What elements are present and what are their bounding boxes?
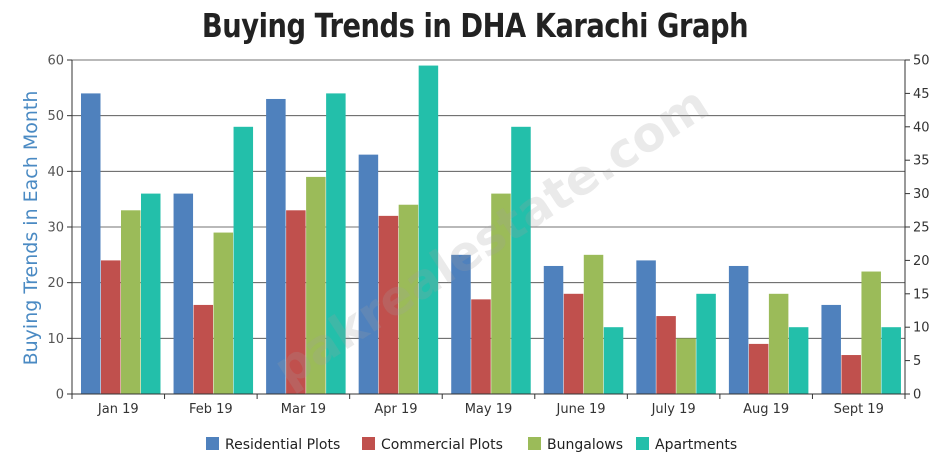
bar: [788, 327, 809, 394]
y2-tick-label: 35: [913, 154, 930, 169]
y-axis-label: Buying Trends in Each Month: [20, 91, 42, 366]
bar: [193, 304, 214, 394]
x-tick-label: Aug 19: [743, 402, 789, 417]
x-axis-ticks: Jan 19 Feb 19 Mar 19 Apr 19 May 19 June 19 Jul…: [71, 394, 906, 417]
bar: [141, 193, 161, 394]
legend-swatch: [636, 437, 649, 450]
bar: [173, 193, 194, 394]
y2-tick-label: 15: [913, 287, 930, 302]
bar: [233, 126, 254, 395]
legend-item[interactable]: Commercial Plots: [362, 437, 503, 453]
bar: [676, 338, 696, 394]
y-tick-label: 50: [47, 109, 64, 124]
bar: [471, 299, 491, 394]
bar: [101, 260, 121, 394]
y2-tick-label: 30: [913, 187, 930, 202]
y-tick-label: 30: [47, 221, 64, 236]
x-tick-label: May 19: [465, 402, 513, 417]
y-tick-label: 10: [47, 332, 64, 347]
x-tick-label: Sept 19: [834, 402, 884, 417]
y2-tick-label: 20: [913, 254, 930, 269]
bars: [81, 65, 901, 395]
bar: [821, 304, 841, 394]
y2-tick-label: 5: [913, 354, 921, 369]
x-tick-label: Mar 19: [281, 402, 326, 417]
y2-tick-label: 10: [913, 321, 930, 336]
bar: [81, 93, 101, 395]
y-axis-right-ticks: 0 5 10 15 20 25 30 35 40 45 50: [905, 54, 930, 403]
x-tick-label: June 19: [556, 402, 606, 417]
chart-title: Buying Trends in DHA Karachi Graph: [201, 6, 749, 45]
legend-label: Bungalows: [547, 437, 623, 453]
legend-label: Residential Plots: [225, 437, 340, 453]
bar: [213, 232, 234, 394]
y-tick-label: 60: [47, 54, 64, 69]
legend-item[interactable]: Apartments: [636, 437, 737, 453]
bar: [768, 293, 789, 394]
bar: [286, 210, 306, 394]
bar: [748, 343, 769, 394]
bar: [583, 254, 604, 394]
legend-label: Apartments: [655, 437, 737, 453]
y-tick-label: 40: [47, 165, 64, 180]
bar: [491, 193, 511, 394]
bar: [358, 154, 379, 394]
x-tick-label: Feb 19: [189, 402, 233, 417]
bar: [841, 355, 861, 394]
legend-swatch: [528, 437, 541, 450]
bar: [511, 126, 531, 395]
bar: [656, 316, 676, 394]
x-tick-label: Jan 19: [97, 402, 139, 417]
bar: [451, 254, 471, 394]
legend-swatch: [362, 437, 375, 450]
legend-item[interactable]: Residential Plots: [206, 437, 340, 453]
y2-tick-label: 45: [913, 87, 930, 102]
bar: [728, 265, 749, 394]
bar: [881, 327, 901, 394]
y2-tick-label: 40: [913, 120, 930, 135]
y-axis-left-ticks: 0 10 20 30 40 50 60: [47, 54, 72, 403]
y2-tick-label: 50: [913, 54, 930, 69]
bar: [306, 176, 326, 394]
bar: [563, 293, 584, 394]
legend-item[interactable]: Bungalows: [528, 437, 623, 453]
y2-tick-label: 0: [913, 388, 921, 403]
bar: [121, 210, 141, 394]
bar: [543, 265, 564, 394]
bar: [636, 260, 656, 394]
bar: [603, 327, 624, 394]
legend-swatch: [206, 437, 219, 450]
bar: [861, 271, 881, 394]
legend: Residential Plots Commercial Plots Bungalo…: [206, 437, 737, 453]
y-tick-label: 0: [56, 388, 64, 403]
bar: [418, 65, 439, 395]
x-tick-label: Apr 19: [374, 402, 417, 417]
y-tick-label: 20: [47, 276, 64, 291]
bar: [378, 215, 399, 394]
y2-tick-label: 25: [913, 221, 930, 236]
bar: [696, 293, 716, 394]
legend-label: Commercial Plots: [381, 437, 503, 453]
x-tick-label: July 19: [651, 402, 696, 417]
bar: [326, 93, 346, 395]
bar: [398, 204, 419, 394]
bar: [266, 98, 286, 394]
